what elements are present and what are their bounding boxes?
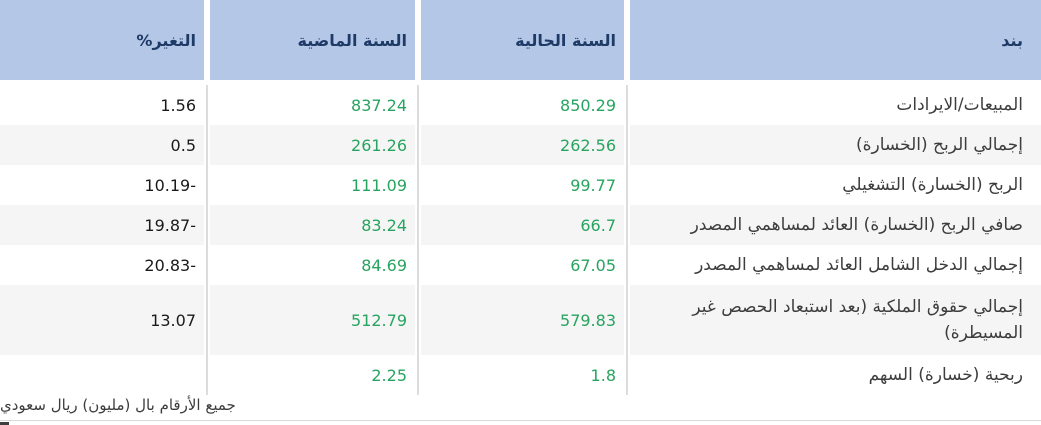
row-item-label: إجمالي الربح (الخسارة)	[630, 125, 1041, 165]
column-header-change-pct: التغير%	[0, 0, 204, 80]
row-current-value: 1.8	[421, 355, 624, 395]
row-current-value: 262.56	[421, 125, 624, 165]
cutoff-element	[0, 422, 9, 425]
row-change-value: -19.87	[0, 205, 204, 245]
table-row: ربحية (خسارة) السهم 1.8 2.25	[0, 355, 1041, 395]
row-previous-value: 512.79	[210, 285, 415, 355]
row-current-value: 67.05	[421, 245, 624, 285]
row-item-label: ربحية (خسارة) السهم	[630, 355, 1041, 395]
row-change-value: 0.5	[0, 125, 204, 165]
currency-unit-note: جميع الأرقام بال (مليون) ريال سعودي	[0, 396, 236, 414]
row-previous-value: 261.26	[210, 125, 415, 165]
table-body: المبيعات/الايرادات 850.29 837.24 1.56 إج…	[0, 85, 1041, 395]
row-change-value: -20.83	[0, 245, 204, 285]
row-item-label: المبيعات/الايرادات	[630, 85, 1041, 125]
column-separator	[626, 85, 628, 395]
column-header-current-year: السنة الحالية	[421, 0, 624, 80]
row-change-value	[0, 355, 204, 395]
row-previous-value: 111.09	[210, 165, 415, 205]
row-change-value: 13.07	[0, 285, 204, 355]
row-item-label: إجمالي الدخل الشامل العائد لمساهمي المصد…	[630, 245, 1041, 285]
bottom-divider	[0, 420, 1041, 421]
row-previous-value: 83.24	[210, 205, 415, 245]
table-row: إجمالي حقوق الملكية (بعد استبعاد الحصص غ…	[0, 285, 1041, 355]
row-current-value: 99.77	[421, 165, 624, 205]
row-item-label: الربح (الخسارة) التشغيلي	[630, 165, 1041, 205]
table-row: إجمالي الدخل الشامل العائد لمساهمي المصد…	[0, 245, 1041, 285]
row-item-label: إجمالي حقوق الملكية (بعد استبعاد الحصص غ…	[630, 285, 1041, 355]
table-header-row: بند السنة الحالية السنة الماضية التغير%	[0, 0, 1041, 80]
table-row: إجمالي الربح (الخسارة) 262.56 261.26 0.5	[0, 125, 1041, 165]
column-separator	[206, 85, 208, 395]
column-header-item: بند	[630, 0, 1041, 80]
column-header-previous-year: السنة الماضية	[210, 0, 415, 80]
row-current-value: 579.83	[421, 285, 624, 355]
row-current-value: 850.29	[421, 85, 624, 125]
row-current-value: 66.7	[421, 205, 624, 245]
row-item-label: صافي الربح (الخسارة) العائد لمساهمي المص…	[630, 205, 1041, 245]
column-separator	[417, 85, 419, 395]
row-previous-value: 2.25	[210, 355, 415, 395]
row-change-value: 1.56	[0, 85, 204, 125]
row-previous-value: 84.69	[210, 245, 415, 285]
row-change-value: -10.19	[0, 165, 204, 205]
table-row: المبيعات/الايرادات 850.29 837.24 1.56	[0, 85, 1041, 125]
table-row: الربح (الخسارة) التشغيلي 99.77 111.09 -1…	[0, 165, 1041, 205]
row-previous-value: 837.24	[210, 85, 415, 125]
financial-statements-table: بند السنة الحالية السنة الماضية التغير% …	[0, 0, 1041, 395]
table-row: صافي الربح (الخسارة) العائد لمساهمي المص…	[0, 205, 1041, 245]
